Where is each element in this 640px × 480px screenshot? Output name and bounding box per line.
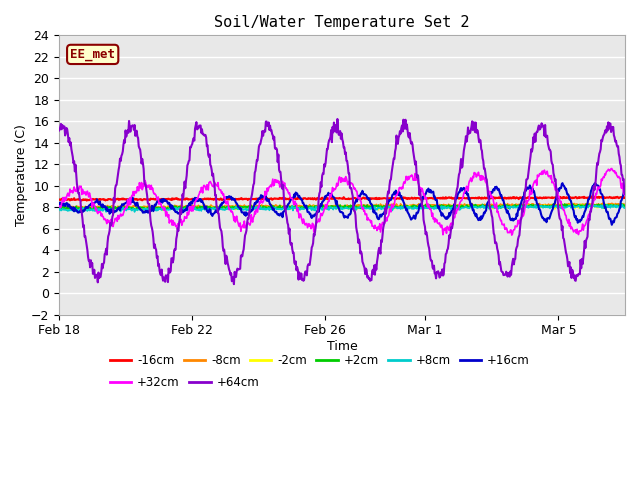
Text: EE_met: EE_met bbox=[70, 48, 115, 61]
Y-axis label: Temperature (C): Temperature (C) bbox=[15, 124, 28, 226]
X-axis label: Time: Time bbox=[326, 340, 357, 353]
Legend: +32cm, +64cm: +32cm, +64cm bbox=[110, 376, 259, 389]
Title: Soil/Water Temperature Set 2: Soil/Water Temperature Set 2 bbox=[214, 15, 470, 30]
